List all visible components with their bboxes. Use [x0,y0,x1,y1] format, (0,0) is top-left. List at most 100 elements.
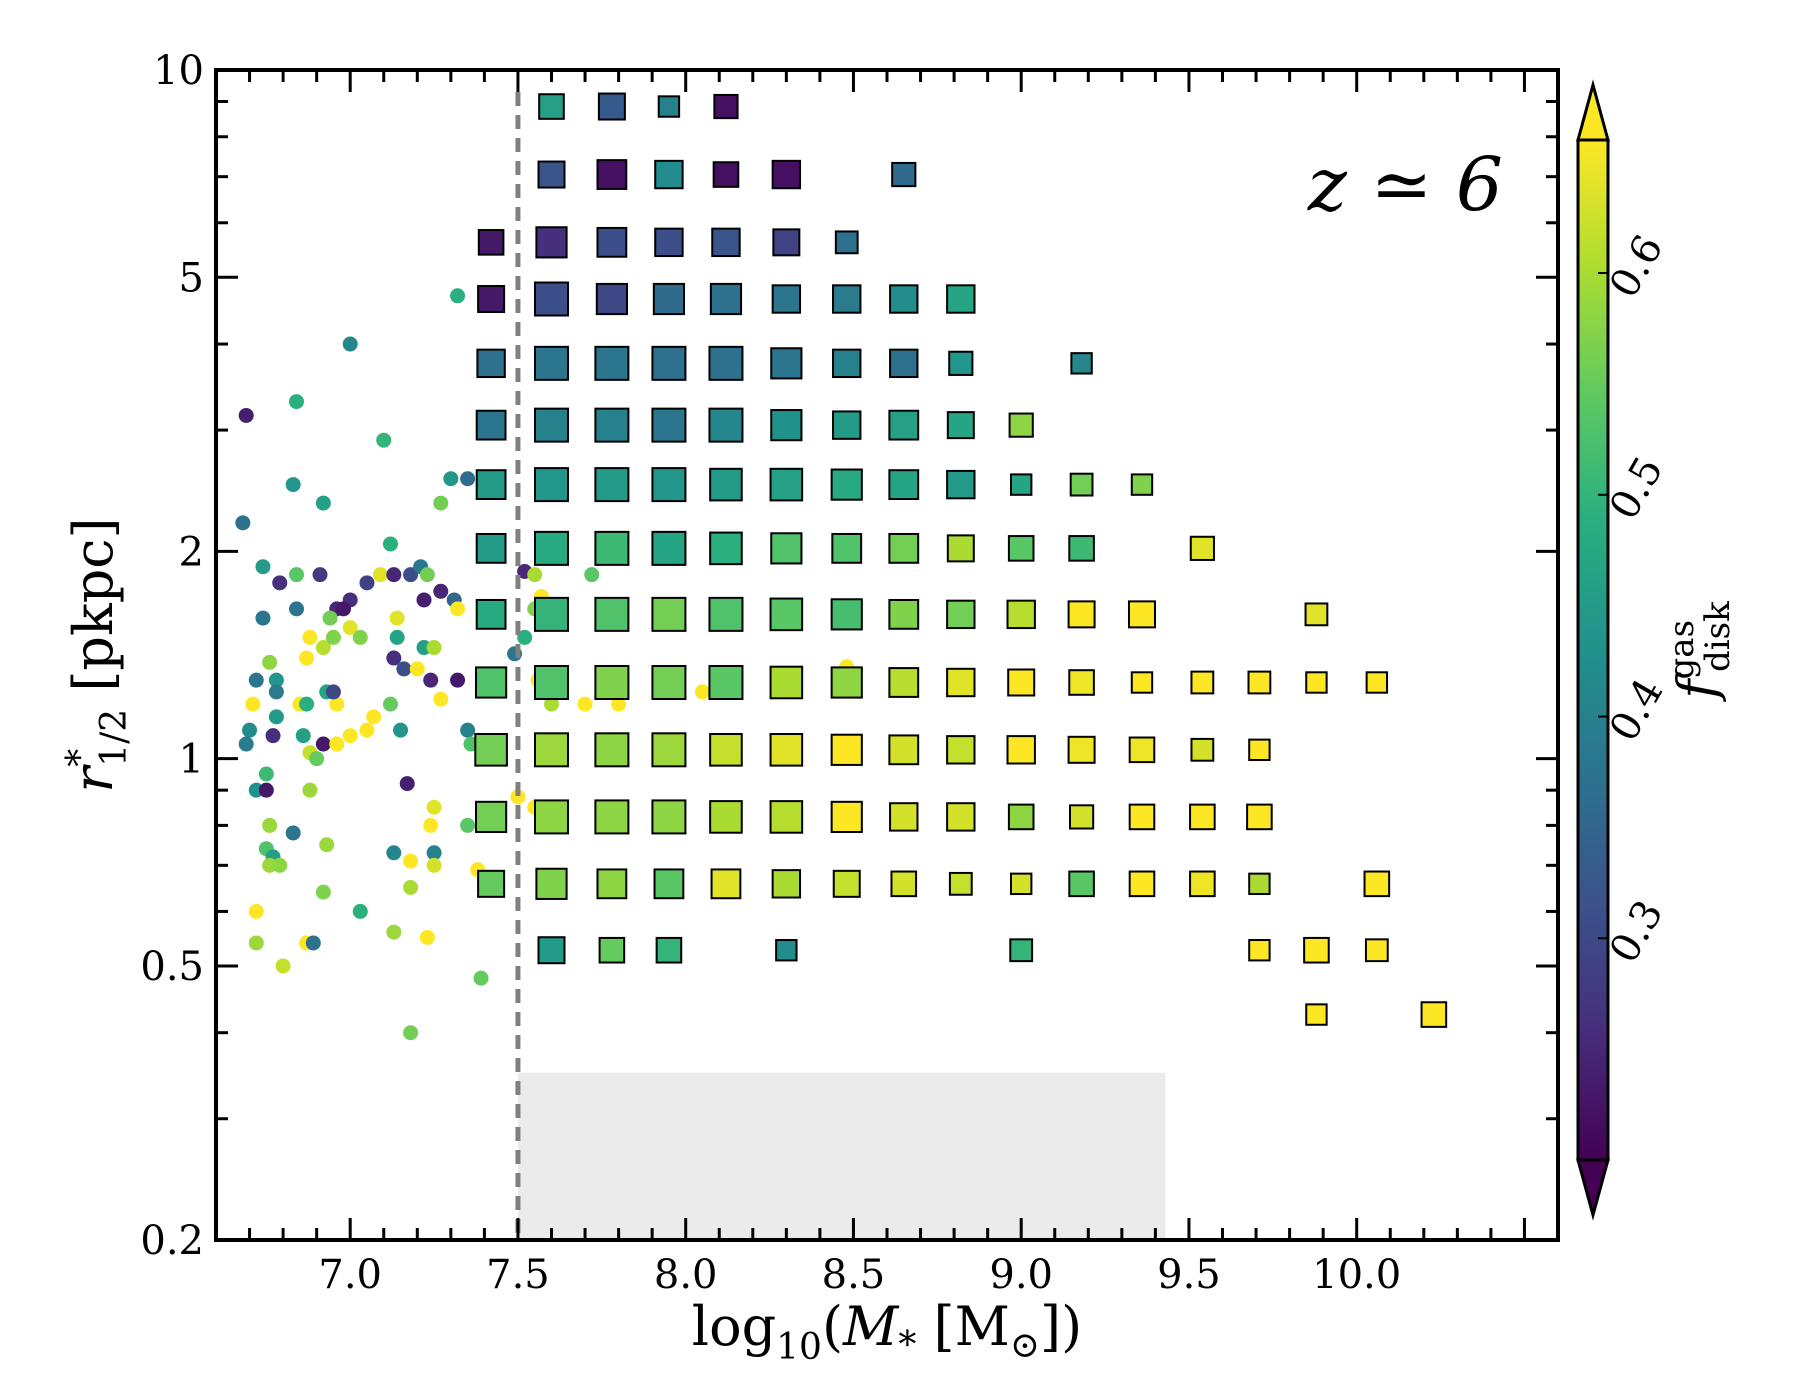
galaxy-point [584,567,600,583]
binned-square [1067,735,1096,764]
binned-square [654,227,684,258]
shaded-region [517,1072,1166,1240]
binned-square [1364,938,1389,963]
binned-square [1248,939,1271,962]
galaxy-point [403,1025,419,1041]
galaxy-point [386,567,402,583]
galaxy-point [409,661,425,677]
galaxy-point [433,583,449,599]
galaxy-point [312,567,328,583]
binned-square [889,802,919,832]
binned-square [475,469,507,501]
galaxy-point [423,817,439,833]
y-tick-label: 1 [179,737,204,783]
binned-square [598,936,626,964]
binned-square [1010,473,1033,496]
binned-square [834,230,859,255]
galaxy-point [295,728,311,744]
colorbar-tick-label: 0.4 [1601,671,1673,749]
binned-square [770,347,803,380]
binned-square [1247,670,1272,695]
binned-square [769,733,804,767]
binned-square [594,664,630,700]
galaxy-point [393,722,409,738]
binned-square [475,800,508,834]
galaxy-point [285,477,301,493]
binned-square [1190,737,1215,762]
galaxy-point [268,709,284,725]
binned-square [769,665,804,700]
galaxy-point [399,776,415,792]
binned-squares-layer [474,92,1448,1028]
binned-square [713,93,739,120]
galaxy-point [329,736,345,752]
binned-square [948,350,974,376]
binned-square [775,939,798,962]
binned-square [1008,412,1034,438]
galaxy-point [255,559,271,575]
binned-square [1070,352,1093,375]
binned-square [651,799,687,835]
binned-square [712,161,740,188]
colorbar-tick-label: 0.6 [1601,227,1673,305]
galaxy-point [289,601,305,617]
binned-square [832,348,862,379]
binned-square [1189,535,1215,561]
galaxy-point [359,722,375,738]
binned-square [830,598,863,631]
binned-square [771,869,802,899]
binned-square [596,159,628,190]
galaxy-point [238,407,254,423]
galaxy-point [426,845,442,861]
binned-square [890,870,918,898]
binned-square [830,666,863,699]
galaxy-point [272,575,288,591]
galaxy-point [527,567,543,583]
binned-square [535,226,568,259]
binned-square [1128,870,1156,898]
binned-square [651,596,687,632]
binned-square [534,664,569,700]
binned-square [534,799,569,835]
colorbar-tick-label: 0.3 [1601,893,1673,971]
x-label-open-paren: ( [822,1295,843,1358]
galaxy-point [305,935,321,951]
binned-square [888,469,920,501]
binned-square [1009,938,1034,963]
galaxy-point [403,567,419,583]
galaxy-point [389,629,405,645]
binned-square [534,345,569,381]
galaxy-point [342,728,358,744]
galaxy-point [460,817,476,833]
x-tick-label: 8.0 [654,1252,718,1298]
galaxy-point [517,629,533,645]
binned-square [946,667,976,698]
galaxy-point [450,288,466,304]
binned-square [946,411,975,440]
galaxy-point [342,620,358,636]
galaxy-point [309,751,325,767]
binned-square [1069,472,1094,497]
binned-square [652,282,686,316]
binned-square [1068,804,1095,830]
binned-square [651,732,687,768]
galaxy-point [299,650,315,666]
binned-square [651,345,687,381]
galaxy-point [268,672,284,688]
galaxy-point [262,654,278,670]
galaxy-point [352,629,368,645]
colorbar-tick-label: 0.5 [1601,449,1673,527]
binned-square [708,407,744,443]
binned-square [830,733,863,766]
galaxy-points-layer [235,288,855,1041]
galaxy-point [386,845,402,861]
galaxy-point [248,672,264,688]
galaxy-point [386,650,402,666]
binned-square [534,467,569,503]
binned-square [594,596,630,632]
binned-square [594,799,630,835]
binned-square [889,284,919,314]
x-tick-label: 9.5 [1157,1252,1221,1298]
binned-square [770,532,803,565]
y-tick-label: 0.2 [140,1218,204,1264]
